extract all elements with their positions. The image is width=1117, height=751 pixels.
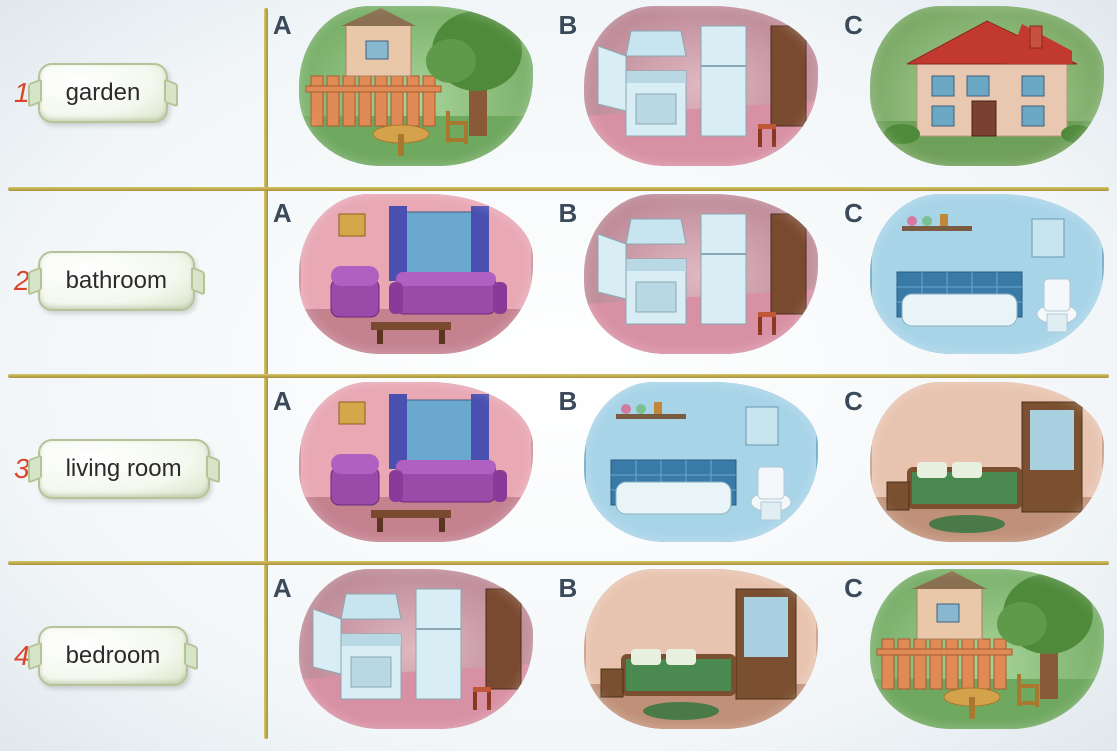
row-label-zone: 4 bedroom (0, 626, 260, 686)
option-letter: B (558, 10, 580, 41)
word-label: garden (38, 63, 169, 123)
row-3: 3 living room A (0, 376, 1117, 562)
option-letter: C (844, 573, 866, 604)
row-label-zone: 3 living room (0, 439, 260, 499)
word-label: bathroom (38, 251, 195, 311)
word-label: bedroom (38, 626, 189, 686)
option-3A[interactable]: A (273, 382, 533, 552)
option-letter: A (273, 198, 295, 229)
picture-house (870, 6, 1104, 166)
option-letter: C (844, 10, 866, 41)
option-1A[interactable]: A (273, 6, 533, 176)
picture-bedroom (584, 569, 818, 729)
options: A (260, 188, 1117, 374)
word-label: living room (38, 439, 210, 499)
picture-living-room (299, 382, 533, 542)
options: A (260, 376, 1117, 562)
option-4B[interactable]: B (558, 569, 818, 739)
options: A (260, 563, 1117, 749)
option-2B[interactable]: B (558, 194, 818, 364)
option-2A[interactable]: A (273, 194, 533, 364)
option-letter: A (273, 573, 295, 604)
options: A (260, 0, 1117, 186)
option-1B[interactable]: B (558, 6, 818, 176)
picture-bathroom (584, 382, 818, 542)
row-2: 2 bathroom A (0, 188, 1117, 374)
option-letter: B (558, 386, 580, 417)
picture-bedroom (870, 382, 1104, 542)
worksheet-grid: 1 garden A (0, 0, 1117, 751)
option-4A[interactable]: A (273, 569, 533, 739)
option-4C[interactable]: C (844, 569, 1104, 739)
row-label-zone: 2 bathroom (0, 251, 260, 311)
option-letter: B (558, 198, 580, 229)
option-letter: A (273, 386, 295, 417)
row-4: 4 bedroom A (0, 563, 1117, 749)
option-letter: C (844, 386, 866, 417)
option-letter: A (273, 10, 295, 41)
option-2C[interactable]: C (844, 194, 1104, 364)
row-1: 1 garden A (0, 0, 1117, 186)
option-1C[interactable]: C (844, 6, 1104, 176)
option-3C[interactable]: C (844, 382, 1104, 552)
picture-kitchen (584, 194, 818, 354)
option-letter: B (558, 573, 580, 604)
picture-garden (299, 6, 533, 166)
option-3B[interactable]: B (558, 382, 818, 552)
picture-kitchen (584, 6, 818, 166)
picture-garden (870, 569, 1104, 729)
picture-kitchen (299, 569, 533, 729)
row-label-zone: 1 garden (0, 63, 260, 123)
picture-bathroom (870, 194, 1104, 354)
option-letter: C (844, 198, 866, 229)
picture-living-room (299, 194, 533, 354)
